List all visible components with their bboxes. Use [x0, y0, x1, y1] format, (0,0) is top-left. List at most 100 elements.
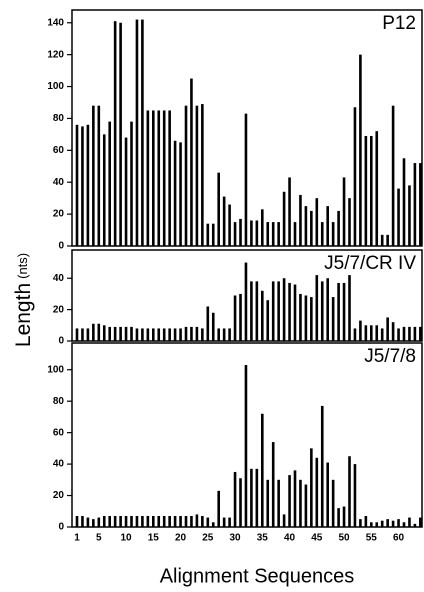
- bar: [353, 107, 357, 247]
- bar: [331, 222, 335, 246]
- bar: [304, 206, 308, 246]
- bar: [119, 22, 122, 246]
- y-tick-label: 20: [53, 490, 65, 501]
- bar: [342, 282, 346, 341]
- bar: [266, 300, 270, 341]
- bar: [228, 328, 231, 341]
- bar: [190, 78, 193, 246]
- bar: [337, 508, 340, 527]
- bar: [184, 326, 188, 341]
- bar: [162, 515, 166, 527]
- bar: [184, 105, 188, 246]
- bar: [124, 515, 128, 527]
- bar: [304, 295, 308, 341]
- bar: [97, 323, 101, 341]
- bar: [408, 326, 411, 341]
- bar: [157, 328, 161, 341]
- bar: [81, 515, 84, 527]
- bar: [299, 293, 302, 341]
- y-tick-label: 120: [47, 49, 64, 60]
- bar: [211, 522, 215, 527]
- bar: [152, 328, 155, 341]
- bar: [75, 515, 79, 527]
- bar: [146, 110, 150, 246]
- bar: [119, 326, 122, 341]
- bar: [348, 456, 351, 527]
- bar: [261, 290, 264, 341]
- bar: [359, 519, 362, 527]
- bar: [86, 124, 90, 246]
- bar: [261, 413, 264, 527]
- bar: [310, 448, 313, 527]
- bar: [315, 275, 319, 341]
- bar: [201, 328, 204, 341]
- bar: [315, 457, 319, 527]
- bar: [124, 326, 128, 341]
- y-tick-label: 20: [53, 209, 65, 220]
- bar: [239, 218, 242, 246]
- bar: [222, 328, 226, 341]
- bar: [413, 163, 417, 246]
- bar: [233, 295, 237, 341]
- bar: [102, 325, 106, 341]
- bar: [413, 326, 417, 341]
- bar: [331, 479, 335, 527]
- bar: [397, 519, 400, 527]
- bar: [162, 328, 166, 341]
- y-tick-label: 80: [53, 396, 65, 407]
- bar: [184, 515, 188, 527]
- bar: [370, 522, 373, 527]
- bar: [261, 209, 264, 246]
- x-tick-label: 30: [229, 533, 241, 544]
- bar: [152, 110, 155, 246]
- bar: [97, 105, 101, 246]
- bar: [402, 158, 406, 246]
- bar: [342, 506, 346, 527]
- bar: [86, 517, 90, 527]
- bar: [364, 325, 368, 341]
- panel-title: J5/7/8: [364, 346, 416, 367]
- bar: [271, 442, 275, 527]
- bar: [75, 124, 79, 246]
- bar: [157, 515, 161, 527]
- bar: [233, 471, 237, 527]
- bar: [228, 517, 231, 527]
- bar: [228, 204, 231, 246]
- bar: [255, 281, 259, 341]
- bar: [353, 328, 357, 341]
- bar: [201, 104, 204, 246]
- bar: [173, 515, 177, 527]
- x-tick-label: 20: [175, 533, 187, 544]
- bar: [375, 522, 379, 527]
- y-tick-label: 0: [58, 241, 64, 252]
- x-tick-label: 50: [338, 533, 350, 544]
- bar: [135, 19, 139, 247]
- bar: [299, 194, 302, 246]
- x-tick-label: 5: [96, 533, 102, 544]
- y-tick-label: 0: [58, 522, 64, 533]
- bar: [75, 328, 79, 341]
- bar: [130, 515, 133, 527]
- bar: [92, 105, 95, 246]
- bar: [282, 191, 286, 246]
- y-axis-label: Length (nts): [12, 253, 35, 347]
- x-tick-label: 40: [284, 533, 296, 544]
- bar: [391, 105, 395, 246]
- bar: [244, 365, 248, 527]
- y-tick-label: 140: [47, 17, 64, 28]
- y-tick-label: 40: [53, 177, 65, 188]
- bar: [271, 281, 275, 341]
- bar: [168, 328, 171, 341]
- bar: [402, 522, 406, 527]
- bar: [135, 515, 139, 527]
- bar: [326, 206, 329, 246]
- bar: [141, 515, 144, 527]
- x-tick-label: 45: [311, 533, 323, 544]
- bar: [408, 185, 411, 246]
- bar: [157, 110, 161, 246]
- bar: [326, 278, 329, 341]
- panel-title: P12: [382, 13, 416, 34]
- bar: [380, 520, 384, 527]
- y-tick-label: 80: [53, 113, 65, 124]
- bar: [206, 306, 210, 341]
